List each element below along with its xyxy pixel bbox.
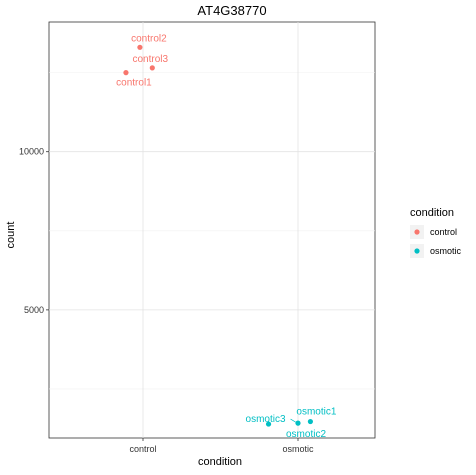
y-axis-ticks: 5000 10000 [19, 147, 49, 315]
data-point-labels: control2 control3 control1 osmotic1 osmotic3… [116, 33, 337, 440]
legend: condition control osmotic [410, 207, 462, 258]
point-label-osmotic1: osmotic1 [296, 407, 336, 418]
point-control2 [137, 44, 143, 50]
y-axis-title: count [5, 222, 17, 249]
point-control1 [123, 70, 129, 76]
grid-lines [49, 22, 375, 438]
point-control3 [149, 65, 155, 71]
x-tick-label-control: control [129, 444, 156, 454]
x-axis-title: condition [198, 456, 242, 468]
legend-key-point-control [414, 229, 420, 235]
point-osmotic1 [307, 418, 313, 425]
watermark-text: 知乎 @无边夜雨萧萧下 [353, 446, 466, 460]
data-points [123, 44, 313, 427]
point-label-osmotic2: osmotic2 [286, 429, 326, 440]
plot-panel [48, 21, 376, 439]
label-connector-osmotic3 [290, 418, 296, 423]
legend-label-control: control [430, 227, 457, 237]
point-label-control1: control1 [116, 78, 152, 89]
legend-title: condition [410, 207, 454, 219]
y-tick-label-1: 10000 [19, 147, 44, 157]
legend-label-osmotic: osmotic [430, 246, 462, 256]
point-osmotic3 [265, 421, 272, 427]
y-tick-label-0: 5000 [24, 305, 44, 315]
point-label-osmotic3: osmotic3 [246, 414, 286, 425]
x-tick-label-osmotic: osmotic [282, 444, 314, 454]
panel-border [48, 21, 376, 439]
chart-title: AT4G38770 [197, 3, 266, 18]
point-osmotic2 [295, 420, 301, 426]
point-label-control2: control2 [131, 33, 167, 44]
legend-key-point-osmotic [414, 248, 420, 254]
x-axis-ticks: control osmotic [129, 438, 314, 454]
point-label-control3: control3 [133, 54, 169, 65]
